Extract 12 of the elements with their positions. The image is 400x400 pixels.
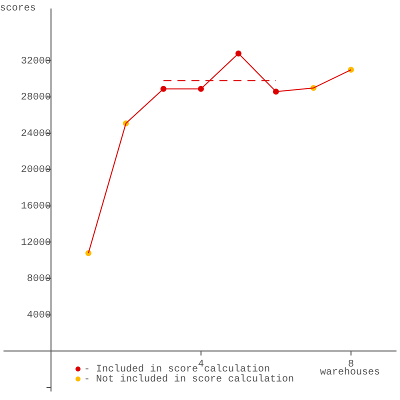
y-tick-label: 32000 [20,56,51,68]
y-tick-label: 16000 [20,202,51,213]
x-tick-label: 4 [198,360,204,371]
y-tick-label: 28000 [20,92,51,104]
y-tick-label: 4000 [26,310,51,322]
y-tick-label: 24000 [20,128,51,140]
y-tick-label: 12000 [20,238,51,249]
x-axis-title: warehouses [320,366,380,379]
y-tick-label: 8000 [26,274,51,286]
y-tick-label: 20000 [20,165,51,176]
y-axis-title: scores [0,4,36,15]
legend-label: - Not included in score calculation [84,374,294,386]
